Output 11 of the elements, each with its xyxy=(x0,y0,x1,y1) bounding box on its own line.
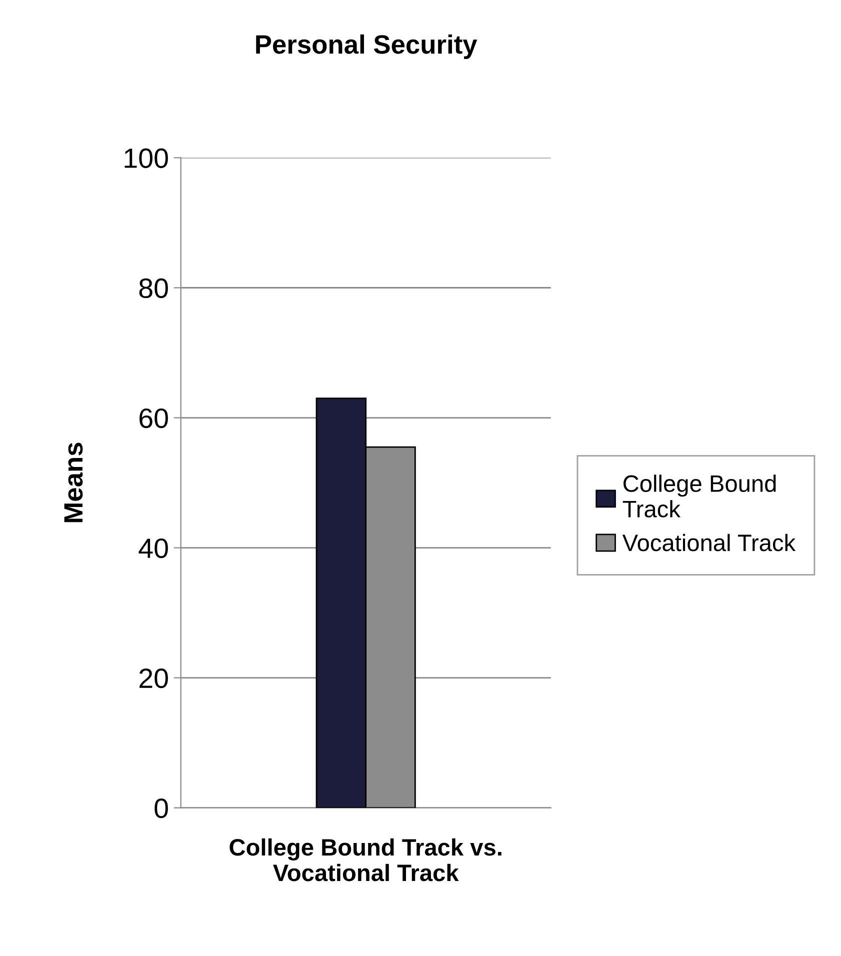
y-tick-label: 80 xyxy=(139,278,168,298)
y-tick-label: 100 xyxy=(124,148,168,168)
x-tick-label: College Bound Track vs. Vocational Track xyxy=(230,838,502,882)
y-tick-label: 60 xyxy=(140,408,168,428)
chart-title: Personal Security xyxy=(256,34,478,60)
legend-label: Vocational Track xyxy=(622,534,796,552)
legend-label: College Bound Track xyxy=(622,474,776,518)
y-tick-label: 20 xyxy=(140,668,168,688)
y-axis-title: Means xyxy=(64,442,83,522)
y-tick-label: 40 xyxy=(138,538,168,558)
y-tick-label: 0 xyxy=(154,798,168,818)
